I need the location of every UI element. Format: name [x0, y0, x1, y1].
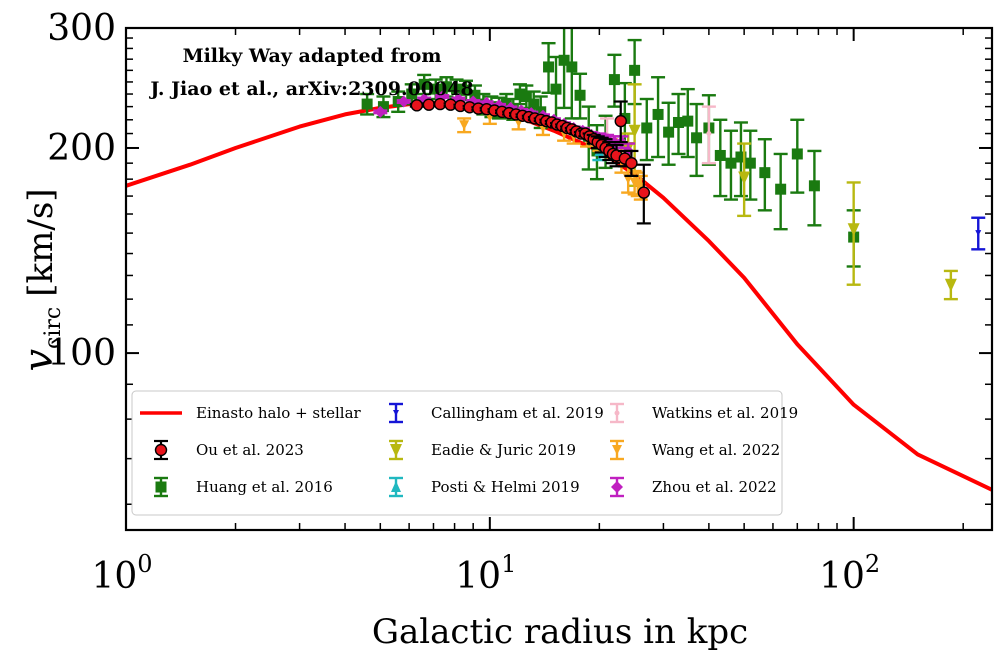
eadie-point: [847, 223, 860, 237]
huang-point: [725, 157, 737, 169]
huang-point: [377, 101, 389, 113]
y-axis-label-subscript: circ: [41, 307, 66, 349]
huang-point: [430, 83, 442, 95]
zhou-point: [397, 95, 410, 108]
legend-label: Ou et al. 2023: [196, 441, 304, 459]
x-tick-label: 100: [91, 550, 152, 597]
ou-point: [422, 98, 436, 111]
huang-point: [759, 167, 771, 179]
callingham-series: [971, 216, 986, 251]
x-tick-label: 101: [455, 550, 516, 597]
huang-point: [566, 61, 578, 73]
legend-label: Zhou et al. 2022: [652, 478, 777, 496]
ou-point: [410, 99, 424, 112]
ou-point: [637, 186, 651, 199]
huang-point: [735, 151, 747, 163]
legend-item-zhou: Zhou et al. 2022: [610, 476, 777, 498]
huang-point: [460, 84, 472, 96]
huang-point: [451, 83, 463, 95]
legend-swatch: [614, 410, 620, 416]
annotation-line-2: J. Jiao et al., arXiv:2309.00048: [148, 78, 473, 100]
legend-item-wang: Wang et al. 2022: [610, 439, 780, 461]
legend-label: Posti & Helmi 2019: [431, 478, 580, 496]
annotation-line-1: Milky Way adapted from: [183, 45, 442, 67]
huang-point: [520, 91, 532, 103]
data-points-layer: [360, 28, 986, 301]
legend-label: Watkins et al. 2019: [652, 404, 798, 422]
huang-point: [543, 61, 555, 73]
legend: Einasto halo + stellar Ou et al. 2023 Huan…: [131, 390, 798, 516]
legend-item-einasto: Einasto halo + stellar: [140, 404, 362, 422]
huang-point: [500, 98, 512, 110]
eadie-point: [628, 124, 641, 138]
huang-point: [652, 108, 664, 120]
ou-point: [614, 114, 627, 128]
huang-point: [608, 74, 620, 86]
y-axis-label-unit: [km/s]: [21, 188, 61, 296]
legend-swatch: [393, 410, 399, 416]
plot-frame: [124, 26, 994, 532]
huang-point: [682, 115, 694, 127]
legend-label: Einasto halo + stellar: [196, 404, 362, 422]
zhou-point: [374, 105, 387, 118]
legend-label: Wang et al. 2022: [652, 441, 780, 459]
huang-point: [550, 83, 562, 95]
eadie-series: [621, 83, 958, 301]
huang-point: [535, 106, 547, 118]
huang-point: [440, 81, 452, 93]
huang-point: [641, 122, 653, 134]
axis-ticks: 100 101 102 100 200 300: [47, 8, 992, 597]
legend-label: Eadie & Juric 2019: [431, 441, 576, 459]
legend-item-watkins: Watkins et al. 2019: [610, 402, 798, 424]
huang-point: [691, 132, 703, 144]
huang-point: [714, 149, 726, 161]
x-axis-label: Galactic radius in kpc: [372, 612, 748, 651]
legend-swatch: [611, 481, 623, 493]
huang-point: [528, 98, 540, 110]
legend-swatch: [390, 444, 402, 457]
wang-point: [459, 120, 470, 131]
y-axis-label-symbol: v: [16, 349, 62, 372]
huang-point: [663, 126, 675, 138]
huang-point: [361, 98, 373, 110]
huang-point: [574, 89, 586, 101]
x-tick-label: 102: [819, 550, 880, 597]
eadie-point: [738, 171, 751, 185]
eadie-point: [944, 278, 957, 292]
huang-point: [629, 64, 641, 76]
ou-series: [409, 97, 651, 225]
huang-point: [808, 180, 820, 192]
huang-point: [775, 183, 787, 195]
callingham-point: [975, 230, 982, 237]
legend-item-ou: Ou et al. 2023: [154, 439, 304, 461]
huang-point: [558, 54, 570, 66]
huang-point: [791, 148, 803, 160]
huang-point: [744, 157, 756, 169]
huang-point: [514, 88, 526, 100]
huang-point: [406, 88, 418, 100]
legend-label: Huang et al. 2016: [196, 478, 333, 496]
legend-swatch: [155, 481, 167, 493]
huang-point: [672, 116, 684, 128]
y-tick-label: 100: [47, 333, 116, 374]
watkins-point: [706, 131, 712, 137]
y-tick-label: 300: [47, 8, 116, 49]
legend-item-posti: Posti & Helmi 2019: [389, 476, 580, 498]
y-axis-label: vcirc [km/s]: [16, 188, 66, 371]
legend-item-callingham: Callingham et al. 2019: [389, 402, 604, 424]
legend-item-eadie: Eadie & Juric 2019: [389, 439, 576, 461]
huang-point: [469, 89, 481, 101]
y-tick-label: 200: [47, 128, 116, 169]
legend-swatch: [612, 445, 622, 455]
huang-point: [418, 78, 430, 90]
legend-item-huang: Huang et al. 2016: [154, 476, 333, 498]
legend-swatch: [154, 443, 168, 457]
ou-point: [625, 156, 638, 170]
legend-swatch: [391, 481, 401, 492]
legend-label: Callingham et al. 2019: [431, 404, 604, 422]
